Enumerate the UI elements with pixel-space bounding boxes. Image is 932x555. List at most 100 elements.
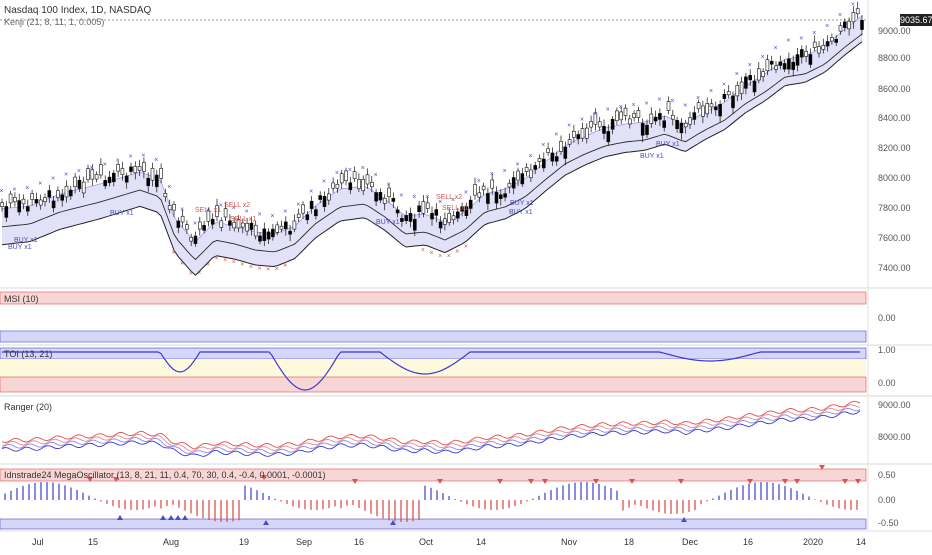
sell-mark: × xyxy=(464,244,468,251)
sell-triangle xyxy=(497,479,503,484)
candle-body xyxy=(455,211,460,219)
toi-tick: 1.00 xyxy=(878,345,896,355)
buy-mark: × xyxy=(322,179,326,186)
buy-mark: × xyxy=(180,207,184,214)
candle-body xyxy=(662,120,667,128)
sell-triangle xyxy=(842,479,848,484)
candle-body xyxy=(232,222,236,229)
buy-mark: × xyxy=(438,199,442,206)
signal-label: BUY x1 xyxy=(509,209,533,216)
kenji-band-lower xyxy=(1,41,863,276)
candle-body xyxy=(223,208,228,218)
sell-mark: × xyxy=(283,263,287,270)
candle-body xyxy=(851,12,856,23)
buy-mark: × xyxy=(141,152,145,159)
candle-body xyxy=(116,164,120,172)
candle-body xyxy=(765,59,770,72)
candle-body xyxy=(258,235,262,242)
candle-body xyxy=(348,182,353,191)
candle-body xyxy=(155,174,159,188)
candle-body xyxy=(262,228,267,241)
candle-body xyxy=(735,84,740,97)
candle-body xyxy=(99,164,103,176)
candle-body xyxy=(314,209,318,217)
price-pane[interactable]: × × × × × × × × × × × × × × × × × × × × × × × × × × × × × × × × × × × × × × × ×… xyxy=(0,2,866,278)
candle-body xyxy=(124,175,129,183)
symbol-title[interactable]: Nasdaq 100 Index, 1D, NASDAQ xyxy=(4,5,152,16)
sell-triangle xyxy=(629,479,635,484)
candle-body xyxy=(696,102,701,110)
buy-mark: × xyxy=(425,194,429,201)
candle-body xyxy=(726,91,731,96)
buy-mark: × xyxy=(645,100,649,107)
candle-body xyxy=(658,113,662,120)
candle-body xyxy=(855,8,860,15)
ranger-tick: 9000.00 xyxy=(878,400,911,410)
candle-body xyxy=(404,215,409,222)
toi-title[interactable]: TOI (13, 21) xyxy=(4,349,53,359)
candle-body xyxy=(817,46,821,54)
time-label: 18 xyxy=(624,537,635,547)
candle-body xyxy=(701,105,705,117)
indicator-label[interactable]: Kenji (21, 8, 11, 1, 0.005) xyxy=(4,17,105,27)
buy-mark: × xyxy=(516,162,520,169)
buy-mark: × xyxy=(696,95,700,102)
candle-body xyxy=(172,204,176,211)
mega-lower-zone xyxy=(0,518,867,530)
candle-body xyxy=(236,219,241,229)
candle-body xyxy=(215,205,219,217)
candle-body xyxy=(443,218,447,225)
candle-body xyxy=(421,201,426,214)
time-label: Aug xyxy=(163,537,180,547)
candle-body xyxy=(318,195,323,200)
candle-body xyxy=(799,49,804,58)
buy-mark: × xyxy=(206,208,210,215)
candle-body xyxy=(159,168,163,179)
candle-body xyxy=(705,103,710,115)
buy-mark: × xyxy=(25,185,29,192)
candle-body xyxy=(283,221,288,230)
candle-body xyxy=(636,110,641,118)
ranger-tick: 8000.00 xyxy=(878,432,911,442)
candle-body xyxy=(649,113,654,124)
candle-body xyxy=(460,206,464,212)
ranger-pane[interactable] xyxy=(1,400,861,457)
candle-body xyxy=(821,44,826,50)
sell-triangle xyxy=(528,479,534,484)
buy-mark: × xyxy=(786,37,790,44)
mega-pane[interactable] xyxy=(0,465,867,530)
candle-body xyxy=(51,200,56,209)
candle-body xyxy=(206,210,211,222)
ranger-title[interactable]: Ranger (20) xyxy=(4,402,53,412)
candle-body xyxy=(606,131,611,143)
signal-label: BUY x1 xyxy=(110,210,134,217)
candle-body xyxy=(400,218,404,222)
sell-triangle xyxy=(782,479,788,484)
sell-triangle xyxy=(261,475,267,480)
candle-body xyxy=(120,168,125,175)
sell-mark: × xyxy=(180,261,184,268)
buy-mark: × xyxy=(219,202,223,209)
candle-body xyxy=(30,193,34,200)
candle-body xyxy=(503,193,507,198)
candle-body xyxy=(627,118,632,125)
buy-mark: × xyxy=(735,71,739,78)
candle-body xyxy=(490,179,495,189)
candle-body xyxy=(756,68,761,81)
candle-body xyxy=(137,166,142,171)
toi-pane[interactable] xyxy=(0,347,867,393)
candle-body xyxy=(589,121,593,128)
candle-body xyxy=(292,220,297,230)
candle-body xyxy=(331,182,335,189)
candle-body xyxy=(86,168,90,181)
mega-title[interactable]: Idnstrade24 MegaOscillator (13, 8, 21, 1… xyxy=(4,470,326,480)
msi-pane[interactable] xyxy=(0,291,867,343)
candle-body xyxy=(417,205,421,213)
candle-body xyxy=(580,128,585,139)
msi-title[interactable]: MSI (10) xyxy=(4,294,39,304)
candle-body xyxy=(107,176,112,184)
candle-body xyxy=(103,180,107,187)
buy-mark: × xyxy=(412,194,416,201)
candle-body xyxy=(438,221,443,229)
